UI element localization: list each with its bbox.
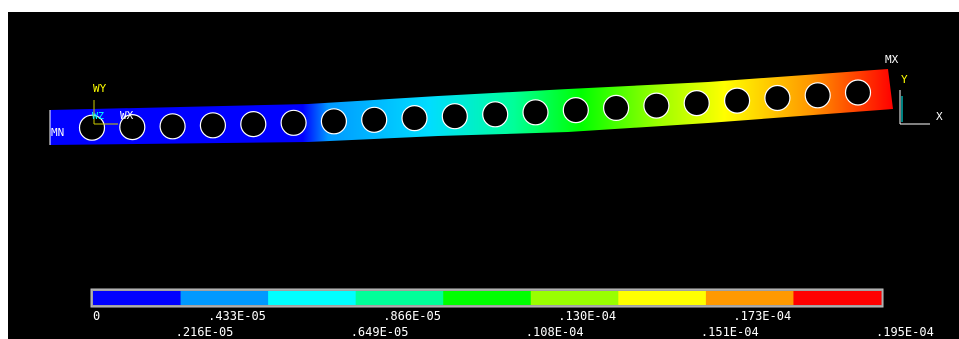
axis-y-label: Y [901, 73, 908, 86]
legend-band [268, 291, 357, 305]
beam-hole [78, 114, 106, 141]
legend-band [180, 291, 269, 305]
contour-plot: MN WY WZ WX MX Y X [49, 53, 943, 339]
legend-value-bottom: .151E-04 [701, 325, 759, 339]
wp-z-label: WZ [92, 111, 104, 122]
legend-value-bottom: .195E-04 [876, 325, 934, 339]
beam-hole [804, 82, 831, 109]
beam-hole [482, 101, 509, 128]
legend-value-top: .433E-05 [208, 309, 266, 323]
beam-hole [240, 110, 267, 138]
wp-y-label: WY [93, 82, 107, 95]
beam-hole [199, 112, 226, 139]
legend-band [93, 291, 182, 305]
legend-value-bottom: .649E-05 [351, 325, 409, 339]
beam-hole [764, 84, 791, 112]
beam-hole [401, 104, 428, 132]
axis-x-label: X [936, 110, 943, 123]
legend-values-top: 0 .433E-05 .866E-05 .130E-04 .173E-04 [93, 309, 791, 323]
legend-band [793, 291, 882, 305]
legend-band [355, 291, 444, 305]
legend-band [705, 291, 794, 305]
beam-hole [562, 96, 589, 124]
max-marker-label: MX [885, 53, 899, 66]
graphics-viewport[interactable]: MN WY WZ WX MX Y X [8, 12, 959, 339]
beam-hole [441, 103, 468, 130]
legend-value-top: .173E-04 [733, 309, 791, 323]
beam-hole [280, 109, 307, 136]
legend-values-bottom: .216E-05 .649E-05 .108E-04 .151E-04 .195E-04 [176, 325, 934, 339]
legend-band [530, 291, 619, 305]
min-marker-label: MN [51, 126, 64, 139]
beam-holes [78, 79, 872, 141]
legend-value-bottom: .216E-05 [176, 325, 234, 339]
wp-x-label: WX [120, 109, 134, 122]
beam-hole [361, 106, 388, 133]
legend-value-top: .866E-05 [383, 309, 441, 323]
legend-band [618, 291, 707, 305]
legend-value-top: .130E-04 [558, 309, 616, 323]
working-plane-triad: WY WZ WX [92, 82, 134, 125]
beam-hole [723, 87, 751, 114]
beam-hole [683, 89, 710, 117]
beam-hole [320, 108, 347, 135]
legend-value-bottom: .108E-04 [526, 325, 584, 339]
legend-bands [93, 291, 882, 305]
legend-value-top: 0 [93, 309, 100, 323]
beam-hole [844, 79, 872, 106]
beam-hole [522, 99, 549, 126]
global-axis-triad: Y X [899, 73, 943, 125]
beam-hole [159, 113, 186, 140]
beam-hole [602, 94, 630, 122]
beam-hole [643, 92, 670, 119]
legend-band [443, 291, 532, 305]
contour-legend: 0 .433E-05 .866E-05 .130E-04 .173E-04 .216E-… [90, 288, 934, 339]
beam-hole [119, 113, 146, 141]
